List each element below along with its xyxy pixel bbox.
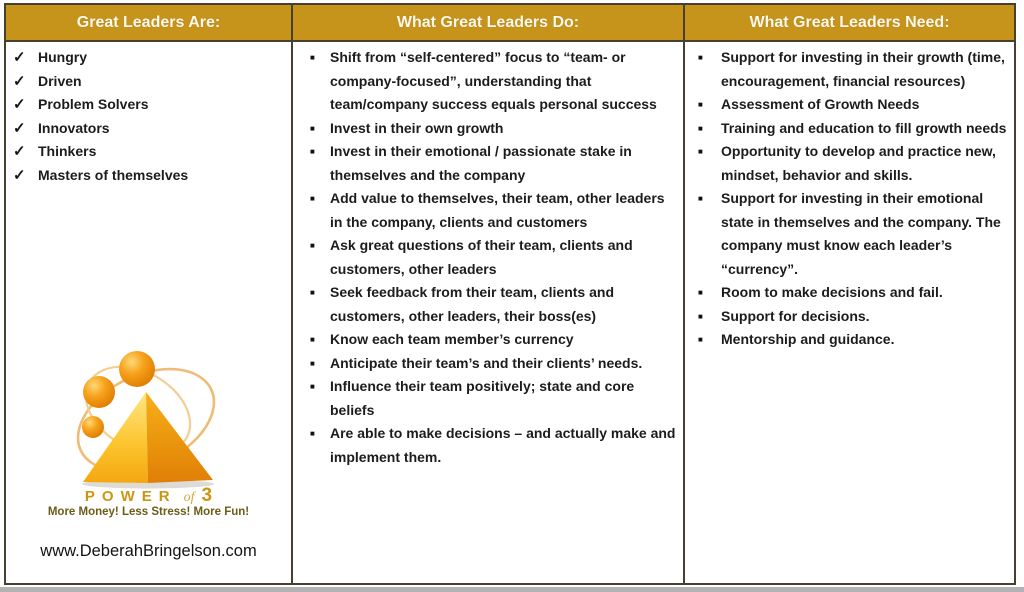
bullet-square-icon: ■ — [698, 147, 703, 156]
header-what-great-leaders-need: What Great Leaders Need: — [683, 5, 1014, 42]
bullet-square-icon: ■ — [310, 241, 315, 250]
bullet-square-icon: ■ — [310, 288, 315, 297]
list-item: ■ Support for decisions. — [685, 305, 1010, 329]
list-item-text: Training and education to fill growth ne… — [721, 119, 1007, 136]
list-item: ■ Room to make decisions and fail. — [685, 281, 1010, 305]
bullet-square-icon: ■ — [310, 335, 315, 344]
traits-list: ✓ Hungry ✓ Driven ✓ Problem Solvers — [6, 42, 291, 187]
need-list: ■ Support for investing in their growth … — [685, 42, 1014, 352]
bottom-edge-strip — [0, 587, 1024, 592]
list-item-text: Invest in their own growth — [330, 119, 504, 136]
bullet-square-icon: ■ — [310, 358, 315, 368]
list-item: ■ Anticipate their team’s and their clie… — [293, 352, 679, 376]
list-item: ✓ Innovators — [6, 117, 287, 141]
bullet-square-icon: ■ — [698, 194, 703, 203]
list-item-text: Anticipate their team’s and their client… — [330, 354, 643, 371]
column-what-great-leaders-do: ■ Shift from “self-centered” focus to “t… — [291, 42, 683, 583]
list-item-text: Support for investing in their growth (t… — [721, 49, 1005, 89]
list-item: ■ Ask great questions of their team, cli… — [293, 234, 679, 281]
bullet-square-icon: ■ — [698, 53, 703, 62]
header-great-leaders-are: Great Leaders Are: — [6, 5, 291, 42]
header-what-great-leaders-do: What Great Leaders Do: — [291, 5, 683, 42]
list-item-text: Innovators — [38, 119, 110, 136]
orbit-spheres — [82, 351, 155, 438]
list-item-text: Seek feedback from their team, clients a… — [330, 284, 614, 324]
check-icon: ✓ — [13, 143, 26, 160]
brand-power-text: POWER — [84, 488, 177, 505]
header-label: What Great Leaders Do: — [396, 13, 580, 31]
check-icon: ✓ — [13, 96, 26, 113]
list-item: ✓ Thinkers — [6, 140, 287, 164]
brand-lockup: POWER of 3 — [6, 485, 291, 507]
column-great-leaders-are: ✓ Hungry ✓ Driven ✓ Problem Solvers — [6, 42, 291, 583]
list-item-text: Opportunity to develop and practice new,… — [721, 143, 996, 183]
bullet-square-icon: ■ — [310, 147, 315, 156]
list-item-text: Invest in their emotional / passionate s… — [330, 143, 632, 183]
list-item-text: Shift from “self-centered” focus to “tea… — [330, 49, 657, 112]
list-item-text: Problem Solvers — [38, 96, 149, 112]
list-item: ■ Assessment of Growth Needs — [685, 93, 1010, 117]
list-item: ■ Influence their team positively; state… — [293, 375, 679, 422]
list-item: ✓ Driven — [6, 70, 287, 94]
list-item: ■ Seek feedback from their team, clients… — [293, 281, 679, 328]
column-what-great-leaders-need: ■ Support for investing in their growth … — [683, 42, 1014, 583]
sphere-medium — [83, 376, 115, 408]
list-item: ■ Invest in their emotional / passionate… — [293, 140, 679, 187]
list-item-text: Support for decisions. — [721, 307, 870, 324]
header-label: Great Leaders Are: — [76, 13, 221, 31]
bullet-square-icon: ■ — [698, 100, 703, 109]
do-list: ■ Shift from “self-centered” focus to “t… — [293, 42, 683, 469]
bullet-square-icon: ■ — [698, 288, 703, 297]
list-item-text: Influence their team positively; state a… — [330, 378, 635, 418]
check-icon: ✓ — [13, 49, 26, 66]
list-item: ■ Invest in their own growth — [293, 117, 679, 141]
bullet-square-icon: ■ — [310, 429, 315, 438]
list-item: ■ Opportunity to develop and practice ne… — [685, 140, 1010, 187]
bullet-square-icon: ■ — [310, 194, 315, 203]
check-icon: ✓ — [13, 119, 26, 137]
list-item: ■ Training and education to fill growth … — [685, 117, 1010, 141]
list-item-text: Room to make decisions and fail. — [721, 284, 943, 300]
bullet-square-icon: ■ — [310, 53, 315, 62]
list-item-text: Add value to themselves, their team, oth… — [330, 190, 665, 230]
website-url: www.DeberahBringelson.com — [40, 542, 257, 560]
list-item: ■ Support for investing in their growth … — [685, 46, 1010, 93]
list-item-text: Know each team member’s currency — [330, 331, 574, 347]
list-item-text: Ask great questions of their team, clien… — [330, 237, 633, 277]
bullet-square-icon: ■ — [698, 311, 703, 321]
brand-three-text: 3 — [201, 485, 213, 506]
brand-tagline: More Money! Less Stress! More Fun! — [47, 506, 250, 518]
list-item-text: Assessment of Growth Needs — [721, 96, 920, 112]
list-item-text: Hungry — [38, 49, 87, 65]
bullet-square-icon: ■ — [310, 123, 315, 133]
list-item-text: Mentorship and guidance. — [721, 331, 895, 347]
list-item: ■ Shift from “self-centered” focus to “t… — [293, 46, 679, 117]
list-item: ■ Support for investing in their emotion… — [685, 187, 1010, 281]
list-item: ✓ Masters of themselves — [6, 164, 287, 188]
list-item: ■ Mentorship and guidance. — [685, 328, 1010, 352]
list-item-text: Are able to make decisions – and actuall… — [330, 425, 676, 465]
list-item: ■ Are able to make decisions – and actua… — [293, 422, 679, 469]
check-icon: ✓ — [13, 72, 26, 90]
pyramid-icon — [83, 392, 213, 483]
list-item-text: Thinkers — [38, 143, 97, 159]
sphere-small — [82, 416, 104, 438]
list-item-text: Driven — [38, 72, 82, 89]
list-item: ■ Add value to themselves, their team, o… — [293, 187, 679, 234]
list-item-text: Masters of themselves — [38, 166, 189, 183]
list-item-text: Support for investing in their emotional… — [721, 190, 1001, 277]
power-of-3-logo — [76, 351, 216, 489]
bullet-square-icon: ■ — [310, 382, 315, 391]
bullet-square-icon: ■ — [698, 123, 703, 133]
sphere-large — [119, 351, 155, 387]
bullet-square-icon: ■ — [698, 335, 703, 344]
list-item: ✓ Hungry — [6, 46, 287, 70]
header-label: What Great Leaders Need: — [749, 13, 950, 31]
brand-of-text: of — [183, 490, 195, 505]
list-item: ■ Know each team member’s currency — [293, 328, 679, 352]
list-item: ✓ Problem Solvers — [6, 93, 287, 117]
check-icon: ✓ — [13, 166, 26, 184]
leadership-table: Great Leaders Are: What Great Leaders Do… — [4, 3, 1016, 585]
